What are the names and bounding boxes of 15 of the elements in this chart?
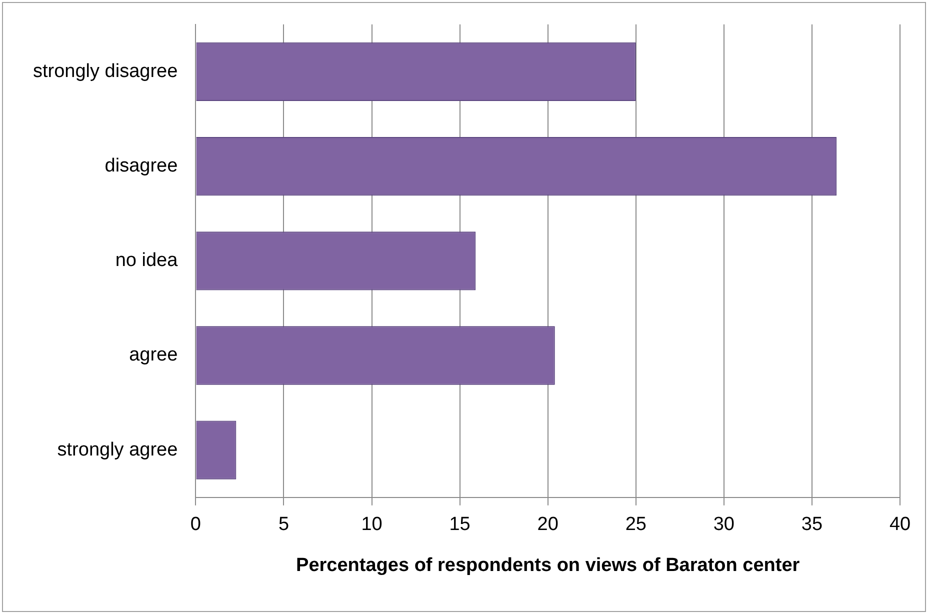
y-tick-label: disagree <box>104 156 178 177</box>
x-tick-label: 25 <box>625 514 646 536</box>
x-tick-label: 15 <box>449 514 470 536</box>
x-tick-label: 10 <box>361 514 382 536</box>
y-tick-label: strongly disagree <box>32 60 178 82</box>
x-tick-label: 20 <box>537 514 558 536</box>
x-axis-title: Percentages of respondents on views of Baraton center <box>296 554 800 576</box>
x-tick-label: 30 <box>713 514 734 536</box>
y-tick-label: no idea <box>115 250 178 272</box>
x-tick-label: 0 <box>190 514 201 536</box>
x-tick-label: 40 <box>889 514 911 536</box>
y-tick-label: strongly agree <box>57 439 178 460</box>
y-tick-label: agree <box>129 344 178 366</box>
x-tick-label: 5 <box>278 514 290 536</box>
x-tick-label: 35 <box>801 514 823 536</box>
